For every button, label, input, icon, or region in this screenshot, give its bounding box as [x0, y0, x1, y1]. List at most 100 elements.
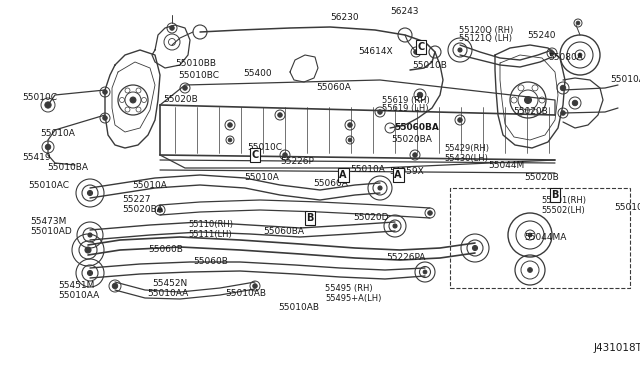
Text: 55240: 55240 — [527, 31, 556, 39]
Circle shape — [413, 50, 419, 54]
Text: 55120Q (RH): 55120Q (RH) — [459, 26, 513, 35]
Circle shape — [378, 186, 382, 190]
Circle shape — [170, 26, 174, 30]
Text: 55619 (LH): 55619 (LH) — [382, 105, 429, 113]
Text: 55020B: 55020B — [513, 108, 548, 116]
Text: 55010A: 55010A — [350, 166, 385, 174]
Text: 55010BA: 55010BA — [47, 163, 88, 171]
Text: 55111(LH): 55111(LH) — [188, 230, 232, 238]
Circle shape — [576, 21, 580, 25]
Text: 55110(RH): 55110(RH) — [188, 221, 233, 230]
Circle shape — [417, 92, 422, 98]
Text: 55452N: 55452N — [152, 279, 188, 289]
Text: 54959X: 54959X — [389, 167, 424, 176]
Text: 55010BB: 55010BB — [175, 58, 216, 67]
Text: 54614X: 54614X — [358, 48, 392, 57]
Text: 55121Q (LH): 55121Q (LH) — [459, 35, 512, 44]
Text: 56230: 56230 — [330, 13, 358, 22]
Text: 55502(LH): 55502(LH) — [541, 205, 585, 215]
Text: 55010AD: 55010AD — [30, 228, 72, 237]
Circle shape — [458, 48, 462, 52]
Text: 55227: 55227 — [122, 196, 150, 205]
Text: 55010A: 55010A — [132, 182, 167, 190]
Text: 55451M: 55451M — [58, 282, 94, 291]
Circle shape — [458, 118, 462, 122]
Circle shape — [88, 270, 93, 276]
Text: 55501(RH): 55501(RH) — [541, 196, 586, 205]
Text: 55044M: 55044M — [488, 160, 524, 170]
Text: 55060A: 55060A — [316, 83, 351, 92]
Text: 55010C: 55010C — [247, 144, 282, 153]
Circle shape — [45, 102, 51, 108]
Text: C: C — [252, 150, 259, 160]
Text: 55010BC: 55010BC — [178, 71, 219, 80]
Circle shape — [45, 144, 51, 150]
Text: 55010AA: 55010AA — [147, 289, 188, 298]
Circle shape — [578, 53, 582, 57]
Circle shape — [348, 123, 352, 127]
Text: 55020D: 55020D — [353, 214, 388, 222]
Text: 55010B: 55010B — [412, 61, 447, 70]
Circle shape — [413, 153, 417, 157]
Text: 55044MA: 55044MA — [524, 234, 566, 243]
Circle shape — [472, 246, 477, 250]
Text: 55010A: 55010A — [244, 173, 279, 183]
Text: 55010AE: 55010AE — [610, 76, 640, 84]
Circle shape — [228, 138, 232, 142]
Text: 55010A: 55010A — [40, 128, 75, 138]
Text: 55060BA: 55060BA — [394, 124, 439, 132]
Text: 55060BA: 55060BA — [263, 227, 304, 235]
Text: 55010AB: 55010AB — [278, 304, 319, 312]
Text: 56243: 56243 — [390, 7, 419, 16]
Text: 55226PA: 55226PA — [386, 253, 426, 263]
Circle shape — [157, 208, 163, 212]
Circle shape — [88, 233, 92, 237]
Circle shape — [88, 190, 93, 196]
Circle shape — [560, 85, 566, 91]
Text: 55495 (RH): 55495 (RH) — [325, 285, 372, 294]
Text: 55010AE: 55010AE — [614, 203, 640, 212]
Circle shape — [393, 224, 397, 228]
Circle shape — [528, 233, 532, 237]
Text: 55020BA: 55020BA — [391, 135, 432, 144]
Text: 55020B: 55020B — [524, 173, 559, 183]
Text: 55400: 55400 — [243, 68, 271, 77]
Text: 55430(LH): 55430(LH) — [444, 154, 488, 163]
Text: 55619 (RH): 55619 (RH) — [382, 96, 429, 105]
Text: B: B — [307, 213, 314, 223]
Text: 55080A: 55080A — [548, 52, 583, 61]
Text: 55419: 55419 — [22, 154, 51, 163]
Text: 55010AB: 55010AB — [225, 289, 266, 298]
Text: A: A — [339, 170, 347, 180]
Text: 55060B: 55060B — [193, 257, 228, 266]
Circle shape — [550, 51, 554, 55]
Text: 55495+A(LH): 55495+A(LH) — [325, 295, 381, 304]
Text: 55010AC: 55010AC — [28, 180, 69, 189]
Text: 55226P: 55226P — [280, 157, 314, 167]
Circle shape — [112, 283, 118, 289]
Circle shape — [423, 270, 427, 274]
Text: A: A — [394, 170, 402, 180]
Circle shape — [103, 90, 108, 94]
Circle shape — [378, 110, 382, 114]
Text: 55020BA: 55020BA — [122, 205, 163, 215]
Text: B: B — [551, 190, 559, 200]
Text: J431018T: J431018T — [594, 343, 640, 353]
Text: 55429(RH): 55429(RH) — [444, 144, 489, 153]
Text: 55010C: 55010C — [22, 93, 57, 103]
Text: 55060B: 55060B — [148, 246, 183, 254]
Text: 55060A: 55060A — [313, 179, 348, 187]
Circle shape — [348, 138, 352, 142]
Bar — [450, 188, 630, 288]
Circle shape — [428, 211, 432, 215]
Text: 55473M: 55473M — [30, 218, 67, 227]
Text: C: C — [417, 42, 424, 52]
Circle shape — [253, 284, 257, 288]
Circle shape — [283, 153, 287, 157]
Circle shape — [228, 123, 232, 127]
Circle shape — [183, 86, 188, 90]
Text: 55010AA: 55010AA — [58, 292, 99, 301]
Circle shape — [527, 267, 532, 273]
Circle shape — [278, 113, 282, 117]
Circle shape — [572, 100, 578, 106]
